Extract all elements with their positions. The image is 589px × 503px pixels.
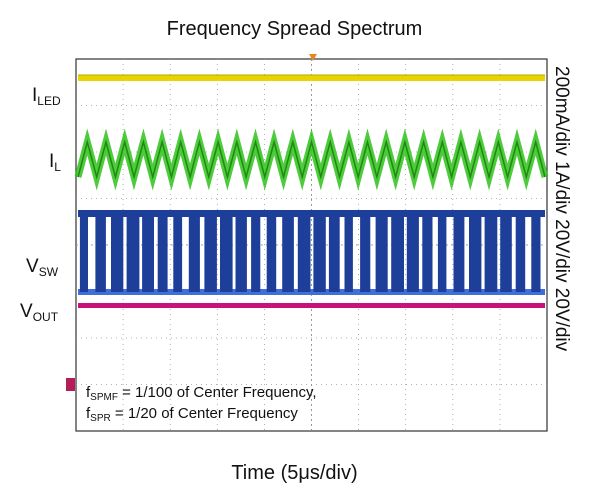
vsw-pulse bbox=[344, 210, 353, 292]
vsw-pulse bbox=[406, 210, 419, 292]
vsw-pulse bbox=[266, 210, 277, 292]
vsw-pulse bbox=[453, 210, 465, 292]
vsw-pulse bbox=[188, 210, 200, 292]
vsw-pulse bbox=[469, 210, 482, 292]
vsw-pulse bbox=[328, 210, 340, 292]
grid-lines bbox=[76, 59, 547, 431]
vsw-pulse bbox=[391, 210, 404, 292]
vsw-pulse bbox=[79, 210, 88, 292]
vsw-pulse bbox=[95, 210, 106, 292]
vsw-pulse bbox=[484, 210, 498, 292]
vout-trace bbox=[78, 303, 545, 308]
vout-label: VOUT bbox=[20, 301, 59, 324]
vsw-pulse bbox=[142, 210, 154, 292]
vsw-pulse bbox=[173, 210, 183, 292]
iled-trace bbox=[78, 75, 545, 81]
vsw-pulse bbox=[126, 210, 140, 292]
vsw-pulse bbox=[437, 210, 447, 292]
spmf-annotation: fSPMF = 1/100 of Center Frequency, bbox=[86, 384, 317, 403]
spr-annotation: fSPR = 1/20 of Center Frequency bbox=[86, 405, 298, 424]
vsw-pulse bbox=[500, 210, 512, 292]
vsw-pulse bbox=[157, 210, 168, 292]
il-trace-core bbox=[77, 139, 546, 180]
vsw-pulse bbox=[375, 210, 388, 292]
x-axis-label: Time (5μs/div) bbox=[231, 462, 358, 484]
chart-title: Frequency Spread Spectrum bbox=[166, 18, 423, 40]
vsw-pulse bbox=[422, 210, 433, 292]
vsw-trace-low bbox=[78, 289, 545, 295]
vsw-pulse bbox=[220, 210, 233, 292]
vsw-pulse bbox=[251, 210, 261, 292]
math-marker bbox=[66, 378, 75, 391]
vsw-pulse bbox=[111, 210, 124, 292]
vsw-pulse bbox=[235, 210, 247, 292]
vsw-label: VSW bbox=[26, 256, 59, 279]
channel-markers bbox=[66, 54, 317, 391]
iled-label: ILED bbox=[32, 85, 61, 108]
vsw-pulse bbox=[515, 210, 526, 292]
traces bbox=[74, 74, 549, 308]
vsw-pulse bbox=[297, 210, 311, 292]
il-label: IL bbox=[49, 151, 61, 174]
vsw-pulse bbox=[531, 210, 541, 292]
trigger-marker bbox=[309, 54, 317, 61]
vsw-pulse bbox=[360, 210, 371, 292]
vsw-trace-high bbox=[78, 210, 545, 217]
vsw-pulse bbox=[282, 210, 294, 292]
vsw-pulse bbox=[313, 210, 326, 292]
vsw-pulse bbox=[204, 210, 217, 292]
channel-scales: 200mA/div 1A/div 20V/div 20V/div bbox=[551, 66, 572, 352]
